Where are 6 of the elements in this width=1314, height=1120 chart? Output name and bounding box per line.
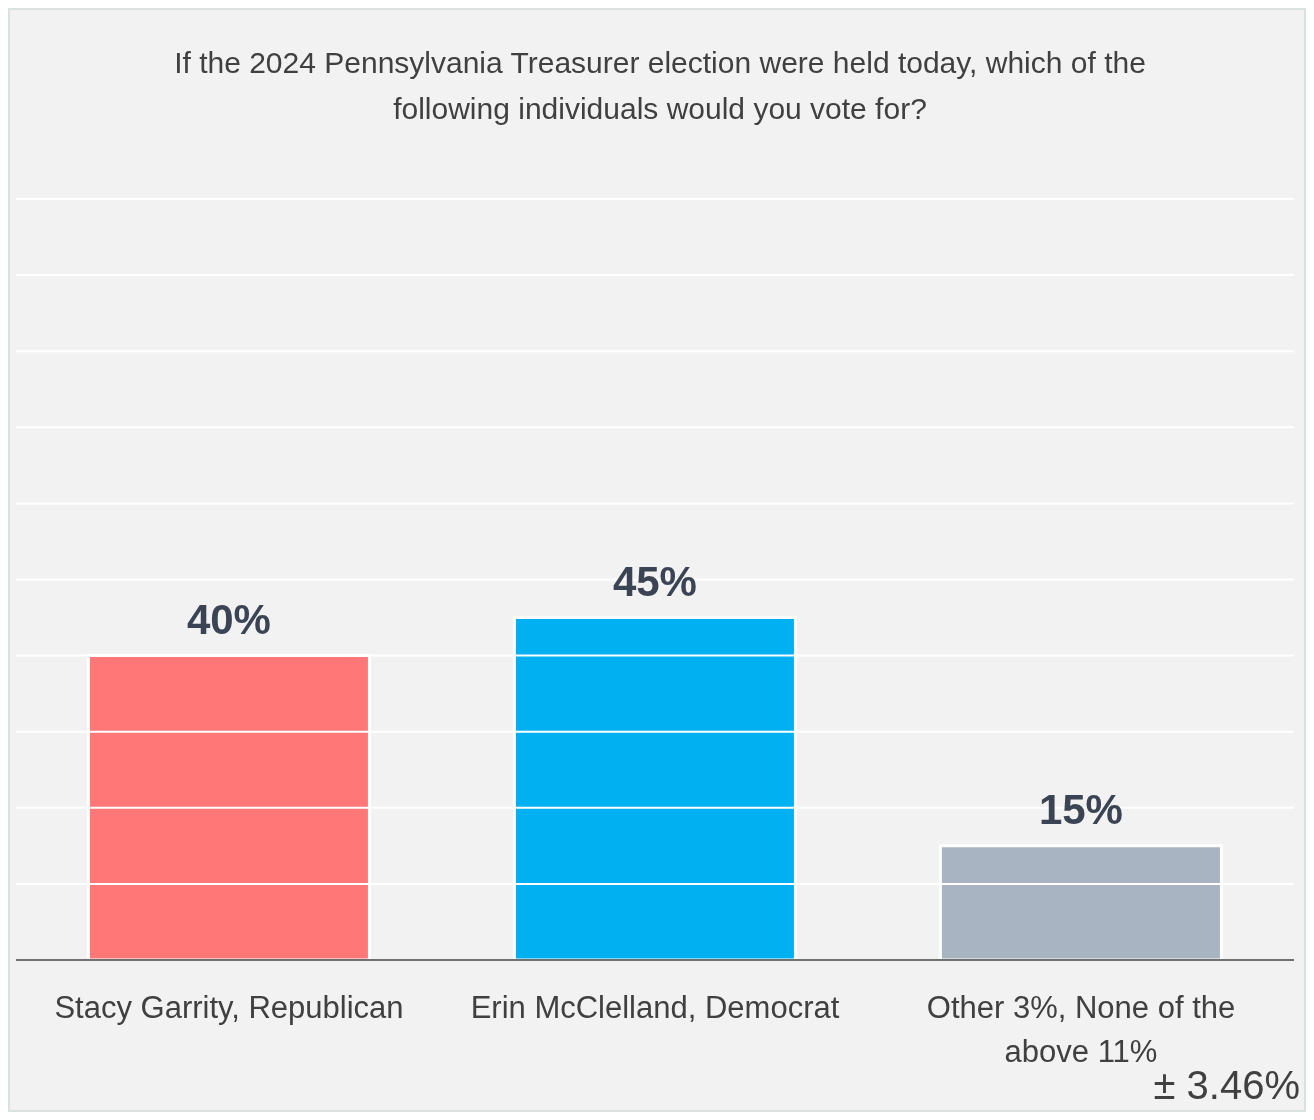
x-tick-label: Erin McClelland, Democrat — [470, 990, 840, 1025]
data-label: 15% — [1038, 785, 1123, 833]
data-label: 45% — [612, 557, 697, 605]
data-label: 40% — [186, 595, 271, 643]
x-tick-label: Stacy Garrity, Republican — [54, 990, 404, 1025]
chart-title: If the 2024 Pennsylvania Treasurer election were held today, which of the following individuals would you vote for? — [173, 45, 1147, 127]
